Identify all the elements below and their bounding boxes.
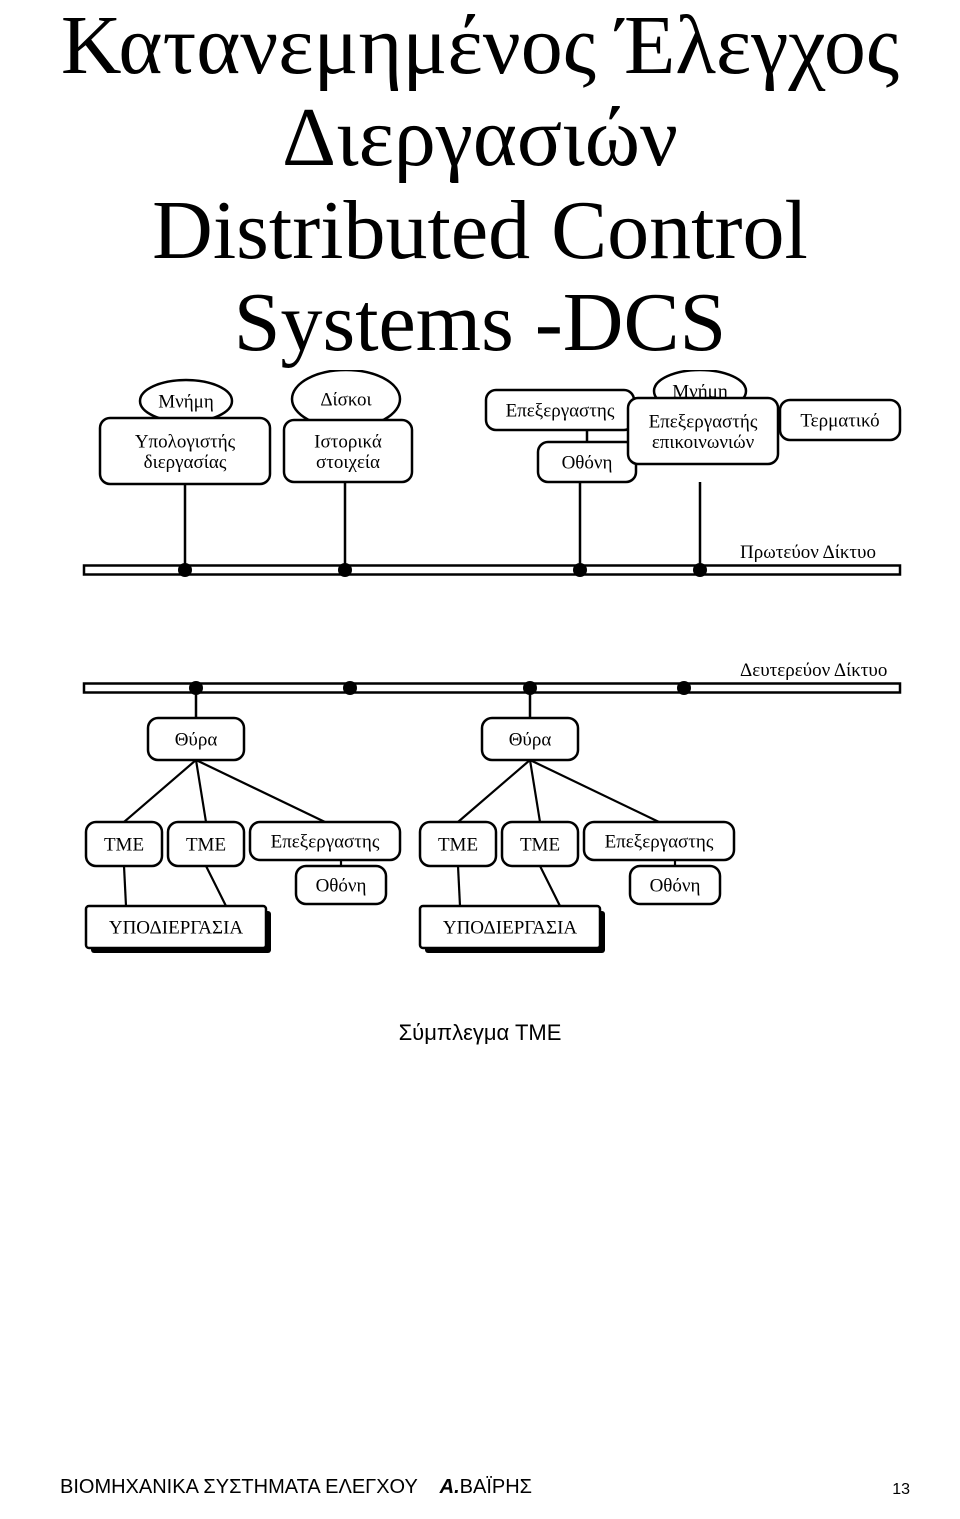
svg-text:Επεξεργαστης: Επεξεργαστης — [605, 832, 714, 853]
cluster-caption: Σύμπλεγμα ΤΜΕ — [0, 1020, 960, 1046]
svg-text:διεργασίας: διεργασίας — [144, 452, 227, 473]
svg-text:Δευτερεύον Δίκτυο: Δευτερεύον Δίκτυο — [740, 660, 887, 681]
svg-text:Πρωτεύον Δίκτυο: Πρωτεύον Δίκτυο — [740, 542, 876, 563]
svg-text:Επεξεργαστής: Επεξεργαστής — [649, 411, 758, 432]
svg-text:ΤΜΕ: ΤΜΕ — [186, 835, 226, 856]
svg-text:Επεξεργαστης: Επεξεργαστης — [271, 832, 380, 853]
svg-text:Μνήμη: Μνήμη — [158, 392, 214, 413]
title-line-1: Κατανεμημένος Έλεγχος — [61, 0, 899, 92]
svg-text:Οθόνη: Οθόνη — [316, 876, 367, 897]
dcs-diagram: Πρωτεύον Δίκτυο Δευτερεύον Δίκτυο Μνήμη Υπο… — [50, 370, 910, 985]
footer-author-surname: ΒΑΪΡΗΣ — [460, 1476, 532, 1498]
footer-course: ΒΙΟΜΗΧΑΝΙΚΑ ΣΥΣΤΗΜΑΤΑ ΕΛΕΓΧΟΥ — [60, 1476, 417, 1498]
svg-text:Ιστορικά: Ιστορικά — [314, 431, 382, 452]
svg-text:ΥΠΟΔΙΕΡΓΑΣΙΑ: ΥΠΟΔΙΕΡΓΑΣΙΑ — [109, 918, 244, 939]
title-line-4: Systems -DCS — [234, 276, 726, 369]
page-title: Κατανεμημένος Έλεγχος Διεργασιών Distrib… — [0, 0, 960, 370]
svg-text:στοιχεία: στοιχεία — [316, 452, 380, 473]
svg-text:Δίσκοι: Δίσκοι — [320, 390, 372, 411]
svg-text:ΤΜΕ: ΤΜΕ — [104, 835, 144, 856]
svg-text:Επεξεργαστης: Επεξεργαστης — [506, 401, 615, 422]
title-line-3: Distributed Control — [152, 184, 808, 277]
svg-text:ΤΜΕ: ΤΜΕ — [520, 835, 560, 856]
svg-text:ΥΠΟΔΙΕΡΓΑΣΙΑ: ΥΠΟΔΙΕΡΓΑΣΙΑ — [443, 918, 578, 939]
title-line-2: Διεργασιών — [282, 91, 678, 184]
svg-text:Οθόνη: Οθόνη — [562, 453, 613, 474]
svg-text:Τερματικό: Τερματικό — [800, 411, 879, 432]
svg-text:Υπολογιστής: Υπολογιστής — [135, 431, 236, 452]
svg-text:Οθόνη: Οθόνη — [650, 876, 701, 897]
svg-text:Θύρα: Θύρα — [509, 730, 552, 751]
svg-text:ΤΜΕ: ΤΜΕ — [438, 835, 478, 856]
footer-author-initial: Α. — [440, 1476, 460, 1498]
page-footer: ΒΙΟΜΗΧΑΝΙΚΑ ΣΥΣΤΗΜΑΤΑ ΕΛΕΓΧΟΥ Α.ΒΑΪΡΗΣ 1… — [60, 1476, 910, 1499]
footer-page-number: 13 — [892, 1481, 910, 1499]
svg-text:επικοινωνιών: επικοινωνιών — [652, 432, 755, 453]
svg-text:Θύρα: Θύρα — [175, 730, 218, 751]
